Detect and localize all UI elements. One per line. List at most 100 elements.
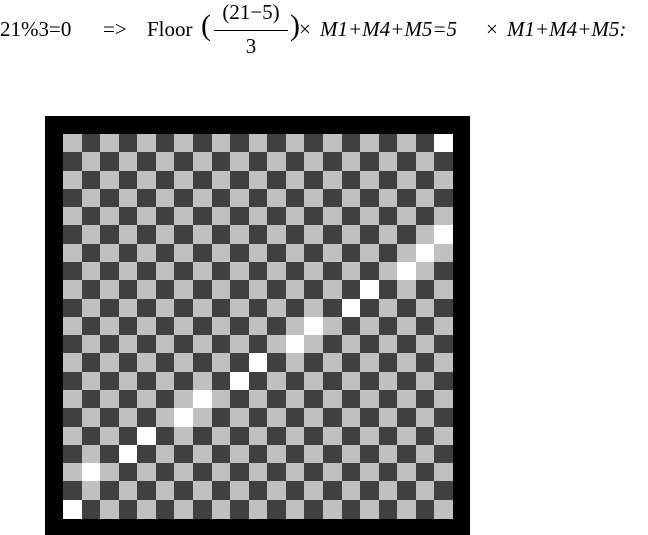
board-cell <box>118 408 138 428</box>
board-cell <box>100 444 120 464</box>
board-cell <box>397 444 417 464</box>
board-cell <box>174 408 194 428</box>
board-cell <box>81 134 101 153</box>
board-cell <box>100 481 120 501</box>
board-cell <box>434 134 454 153</box>
formula-open-paren: ( <box>201 9 211 42</box>
board-cell <box>285 499 305 519</box>
board-cell <box>211 316 231 336</box>
board-cell <box>174 463 194 483</box>
board-cell <box>415 335 435 355</box>
board-cell <box>155 335 175 355</box>
board-cell <box>100 243 120 263</box>
board-cell <box>378 298 398 318</box>
board-cell <box>285 207 305 227</box>
board-cell <box>267 170 287 190</box>
board-cell <box>378 408 398 428</box>
board-cell <box>434 371 454 391</box>
board-cell <box>174 499 194 519</box>
board-cell <box>211 335 231 355</box>
board-cell <box>415 152 435 172</box>
board-cell <box>155 225 175 245</box>
board-cell <box>137 390 157 409</box>
board-cell <box>211 481 231 501</box>
board-cell <box>341 444 361 464</box>
board-cell <box>248 463 268 483</box>
board-cell <box>230 243 250 263</box>
board-cell <box>267 225 287 245</box>
board-cell <box>174 262 194 281</box>
board-cell <box>174 444 194 464</box>
board-cell <box>415 134 435 153</box>
board-cell <box>415 207 435 227</box>
board-cell <box>378 390 398 409</box>
board-cell <box>434 152 454 172</box>
board-cell <box>304 134 324 153</box>
board-cell <box>230 463 250 483</box>
board-cell <box>360 188 380 208</box>
board-cell <box>174 134 194 153</box>
board-cell <box>341 335 361 355</box>
board-cell <box>137 371 157 391</box>
board-cell <box>267 353 287 373</box>
board-cell <box>211 280 231 300</box>
board-cell <box>267 463 287 483</box>
board-cell <box>155 463 175 483</box>
board-cell <box>360 335 380 355</box>
board-cell <box>415 408 435 428</box>
board-cell <box>378 316 398 336</box>
board-cell <box>267 335 287 355</box>
board-cell <box>285 298 305 318</box>
board-cell <box>174 188 194 208</box>
board-cell <box>137 225 157 245</box>
board-cell <box>323 298 342 318</box>
board-cell <box>155 444 175 464</box>
board-cell <box>434 280 454 300</box>
board-cell <box>415 262 435 281</box>
board-cell <box>118 499 138 519</box>
board-cell <box>415 188 435 208</box>
board-cell <box>174 225 194 245</box>
board-cell <box>341 353 361 373</box>
board-cell <box>155 481 175 501</box>
board-cell <box>211 188 231 208</box>
board-cell <box>230 353 250 373</box>
board-cell <box>118 134 138 153</box>
board-cell <box>230 408 250 428</box>
board-cell <box>323 188 342 208</box>
board-cell <box>397 188 417 208</box>
board-cell <box>323 207 342 227</box>
board-cell <box>155 134 175 153</box>
board-cell <box>63 170 82 190</box>
board-cell <box>100 188 120 208</box>
board-cell <box>81 499 101 519</box>
board-cell <box>81 335 101 355</box>
board-cell <box>211 408 231 428</box>
board-cell <box>285 463 305 483</box>
board-cell <box>415 371 435 391</box>
board-cell <box>285 225 305 245</box>
formula-times-1: × <box>299 17 311 41</box>
board-cell <box>211 207 231 227</box>
board-cell <box>341 390 361 409</box>
board-cell <box>360 262 380 281</box>
formula-rest-1: M1+M4+M5=5 <box>320 17 457 41</box>
board-cell <box>81 481 101 501</box>
board-cell <box>434 408 454 428</box>
board-cell <box>397 408 417 428</box>
board-cell <box>81 188 101 208</box>
formula-floor-word: Floor <box>147 17 193 41</box>
board-cell <box>174 426 194 446</box>
board-cell <box>230 134 250 153</box>
board-cell <box>415 170 435 190</box>
board-cell <box>100 408 120 428</box>
formula: 21%3=0 => Floor ( (21−5) 3 ) × M1+M4+M5=… <box>0 0 648 62</box>
board-cell <box>137 444 157 464</box>
board-cell <box>360 280 380 300</box>
board-cell <box>360 207 380 227</box>
board-cell <box>397 134 417 153</box>
board-cell <box>81 152 101 172</box>
board-cell <box>341 371 361 391</box>
board-cell <box>193 243 212 263</box>
board-cell <box>341 463 361 483</box>
